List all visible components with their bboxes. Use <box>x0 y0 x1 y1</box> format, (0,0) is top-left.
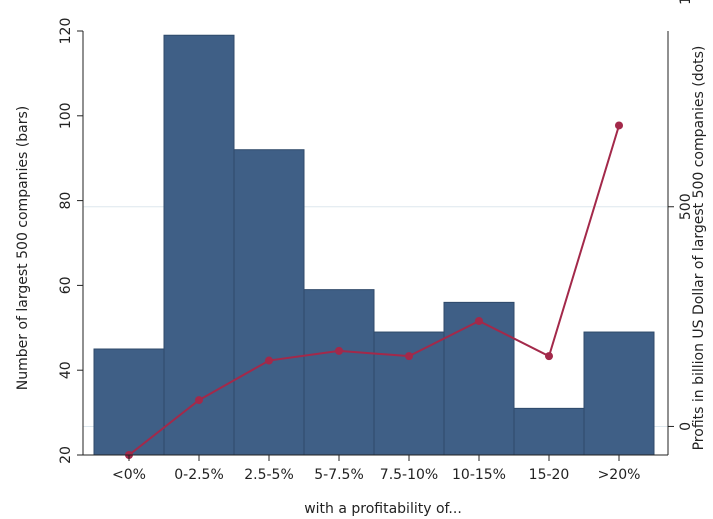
x-tick-label-0: <0% <box>112 467 146 483</box>
y-tick-label-4: 100 <box>58 102 74 129</box>
line-layer <box>125 121 623 459</box>
y-axis-label: Number of largest 500 companies (bars) <box>15 106 31 390</box>
y-tick-label-0: 20 <box>58 446 74 464</box>
profit-dot-2 <box>265 356 273 365</box>
x-tick-label-4: 7.5-10% <box>380 467 438 483</box>
bar-2 <box>233 149 305 456</box>
y-tick-label-5: 120 <box>58 18 74 45</box>
profit-dot-4 <box>405 352 413 361</box>
bar-3 <box>303 289 375 456</box>
y-tick-label-2: 60 <box>58 276 74 294</box>
bar-4 <box>373 331 445 456</box>
profit-dot-5 <box>475 316 483 325</box>
bar-5 <box>443 301 515 456</box>
y2-tick-label-0: 0 <box>678 422 694 431</box>
x-tick-label-3: 5-7.5% <box>314 467 364 483</box>
profit-dot-7 <box>615 121 623 130</box>
x-tick-label-7: >20% <box>598 467 641 483</box>
x-tick-label-1: 0-2.5% <box>174 467 224 483</box>
bar-0 <box>93 348 165 456</box>
x-tick-label-5: 10-15% <box>452 467 506 483</box>
x-tick-label-6: 15-20 <box>529 467 570 483</box>
profit-dot-1 <box>195 396 203 405</box>
y2-axis-label: Profits in billion US Dollar of largest … <box>691 46 707 451</box>
y2-tick-label-2: 1000 <box>678 0 694 5</box>
bar-7 <box>583 331 655 456</box>
x-tick-label-2: 2.5-5% <box>244 467 294 483</box>
bar-6 <box>513 407 585 456</box>
y-tick-label-3: 80 <box>58 192 74 210</box>
profit-line <box>128 125 620 456</box>
axes-layer: 20406080100120050010001500<0%0-2.5%2.5-5… <box>58 0 694 483</box>
bar-1 <box>163 34 235 456</box>
bars-layer <box>93 34 655 456</box>
x-axis-label: with a profitability of... <box>304 501 462 517</box>
profit-dot-6 <box>545 352 553 361</box>
profit-dot-3 <box>335 346 343 355</box>
y2-tick-label-1: 500 <box>678 193 694 220</box>
y-tick-label-1: 40 <box>58 361 74 379</box>
